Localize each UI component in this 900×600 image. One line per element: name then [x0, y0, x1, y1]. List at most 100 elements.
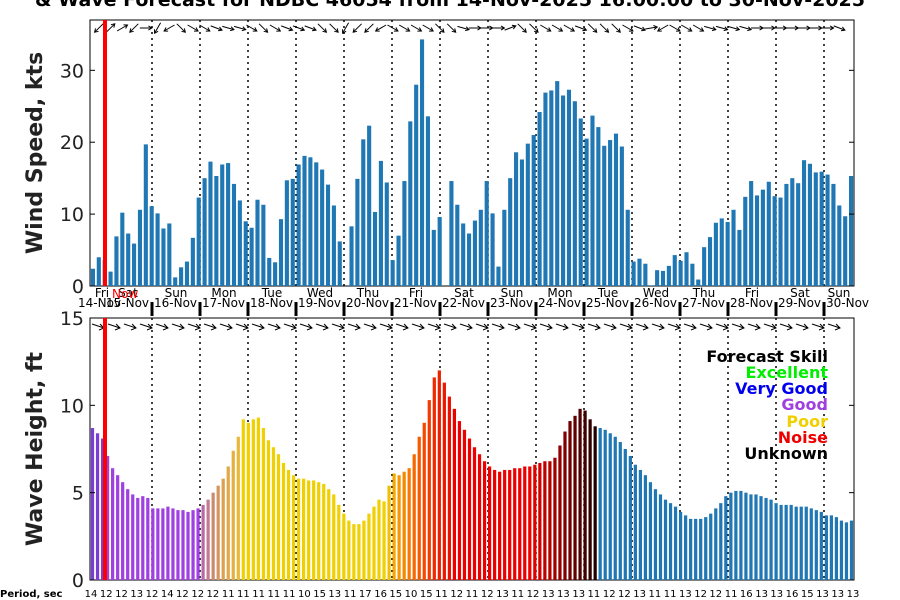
wind-bar [514, 152, 519, 286]
wind-arrow [574, 25, 587, 31]
day-label: Sat [118, 286, 138, 300]
wind-arrow [410, 24, 422, 32]
day-label: Tue [261, 286, 283, 300]
wave-arrow [411, 323, 425, 329]
wave-bar [789, 504, 793, 580]
wind-arrow-head [218, 26, 223, 32]
period-label: 12 [146, 589, 159, 600]
wave-bar [618, 442, 622, 580]
wind-arrow-head [522, 28, 527, 33]
day-label: Wed [307, 286, 333, 300]
period-label: 12 [694, 589, 707, 600]
period-label: 10 [298, 589, 311, 600]
wind-day-gridlines [151, 20, 825, 286]
wave-bar [412, 454, 416, 580]
wave-bar [472, 447, 477, 580]
wind-arrow [633, 25, 646, 31]
wave-bar [337, 504, 341, 580]
period-label: 11 [588, 589, 601, 600]
wind-bar [314, 162, 319, 286]
period-label: 13 [572, 589, 585, 600]
wind-arrow-head [582, 26, 588, 32]
wind-bar [819, 171, 824, 286]
wind-bar [284, 180, 289, 286]
wave-bar [834, 517, 839, 580]
period-label: 15 [801, 589, 814, 600]
wind-bar [137, 209, 143, 286]
wind-arrow [422, 24, 434, 32]
wind-bar [608, 140, 613, 286]
wind-bar [149, 206, 154, 286]
wave-bar [784, 504, 788, 580]
wind-arrow [246, 24, 258, 32]
wind-arrow-head [417, 27, 423, 32]
wind-bar [396, 235, 401, 286]
wind-bar [402, 181, 407, 286]
wind-bar [596, 127, 601, 287]
day-label: Mon [211, 286, 236, 300]
wave-arrow [139, 323, 153, 329]
day-label: Fri [409, 286, 423, 300]
wave-bar [126, 489, 130, 580]
wave-bar [809, 508, 813, 580]
wave-bar [181, 510, 185, 580]
wave-bar [95, 433, 100, 580]
wave-arrow [379, 323, 393, 329]
wind-arrow-head [687, 27, 693, 32]
wind-arrow [551, 24, 563, 32]
wave-bar [603, 429, 607, 580]
day-divider-marker [678, 302, 682, 316]
wind-arrow-head [656, 27, 662, 32]
wave-bar [694, 518, 698, 580]
wind-bar [455, 204, 460, 286]
wind-bar [378, 160, 383, 286]
wave-bar [769, 499, 773, 580]
wind-arrow-head [252, 27, 258, 32]
wind-arrow-head [451, 28, 457, 33]
wind-bar [684, 252, 689, 286]
wind-arrow [715, 25, 728, 31]
day-label: Tue [597, 286, 619, 300]
wind-bar [372, 211, 378, 286]
wave-bar [146, 497, 150, 580]
wind-bar [719, 218, 724, 286]
day-divider-marker [486, 302, 490, 316]
wave-bar [256, 417, 260, 580]
wave-arrow [667, 323, 681, 329]
day-divider-marker [294, 302, 298, 316]
wave-bar [839, 520, 844, 580]
wave-arrow-head [722, 323, 729, 331]
wave-bar [503, 469, 507, 580]
wave-arrow [587, 323, 601, 329]
wind-bar [743, 196, 748, 286]
wave-arrow [315, 323, 329, 329]
wind-arrow-head [723, 26, 729, 32]
wave-arrow-head [306, 323, 313, 331]
wind-bar [96, 257, 101, 286]
wind-arrow [704, 25, 716, 31]
wave-bar [598, 428, 602, 580]
wind-bar [425, 116, 430, 286]
wave-arrow-head [114, 323, 121, 331]
wave-bar [136, 497, 140, 580]
wind-bar [325, 184, 331, 286]
period-label: 13 [328, 589, 341, 600]
wave-bar [699, 518, 703, 580]
period-label: 13 [755, 589, 768, 600]
wave-arrow-head [818, 323, 825, 331]
wave-arrow [203, 323, 217, 329]
wave-arrow [651, 323, 665, 329]
day-label: Wed [643, 286, 669, 300]
wave-arrow [235, 323, 249, 329]
wave-bar [593, 426, 597, 580]
date-label: 24-Nov [538, 296, 581, 310]
wave-arrow-head [498, 323, 505, 331]
wave-bar [216, 485, 220, 580]
wave-arrow-head [386, 323, 393, 331]
day-labels: Fri14-NovSat15-NovSun16-NovMon17-NovTue1… [78, 286, 869, 316]
wave-bar [623, 449, 627, 580]
period-label: 11 [725, 589, 738, 600]
wave-arrow-head [802, 323, 809, 331]
wave-bar [332, 494, 336, 580]
wave-arrow [427, 323, 441, 329]
